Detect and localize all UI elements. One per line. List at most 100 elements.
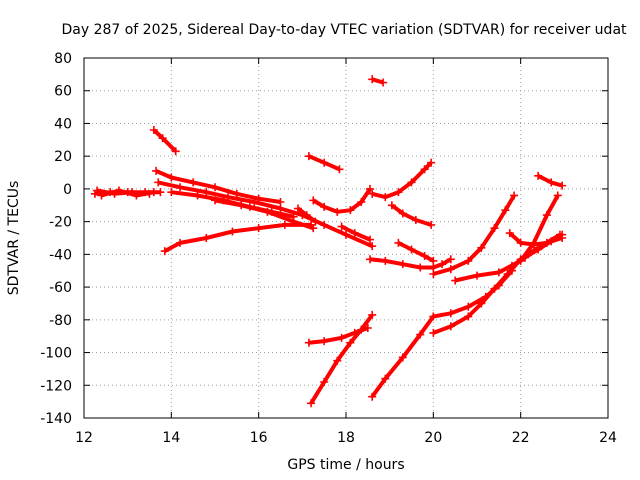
- track-line: [309, 313, 374, 405]
- data-point: [320, 158, 329, 167]
- data-point: [534, 171, 543, 180]
- series-track: [293, 204, 320, 226]
- data-point: [446, 265, 455, 274]
- data-point: [427, 220, 436, 229]
- x-tick-label: 14: [162, 430, 180, 446]
- series-track: [366, 255, 455, 272]
- data-point: [114, 186, 123, 195]
- data-point: [311, 217, 320, 226]
- data-point: [381, 256, 390, 265]
- data-point: [503, 270, 512, 278]
- x-axis-label: GPS time / hours: [287, 457, 404, 473]
- data-point: [420, 165, 429, 174]
- data-point: [202, 188, 211, 197]
- data-point: [228, 227, 237, 236]
- data-point: [446, 255, 455, 264]
- data-point: [542, 238, 551, 247]
- track-line: [312, 187, 372, 214]
- data-point: [193, 191, 202, 200]
- data-point: [368, 75, 377, 84]
- series-track: [149, 126, 180, 156]
- data-point: [335, 165, 344, 174]
- data-point: [152, 166, 161, 175]
- data-point: [464, 256, 473, 265]
- data-point: [366, 255, 375, 264]
- data-point: [553, 191, 562, 200]
- data-point: [333, 356, 342, 365]
- data-point: [309, 196, 318, 205]
- data-point: [232, 189, 241, 198]
- data-point: [366, 184, 375, 193]
- data-point: [263, 207, 272, 216]
- data-point: [154, 178, 163, 187]
- data-point: [510, 191, 519, 200]
- data-point: [398, 353, 407, 362]
- series-track: [534, 171, 567, 190]
- data-point: [333, 207, 342, 216]
- data-point: [307, 399, 316, 408]
- data-point: [429, 328, 438, 337]
- track-line: [537, 174, 563, 188]
- y-tick-label: 60: [54, 84, 72, 100]
- data-point: [427, 158, 436, 167]
- data-point: [132, 191, 141, 200]
- data-point: [429, 312, 438, 321]
- data-point: [366, 235, 375, 244]
- grid-lines: [84, 58, 608, 418]
- data-point: [304, 152, 313, 161]
- data-point: [309, 224, 318, 233]
- data-point: [342, 230, 350, 239]
- data-point: [211, 183, 219, 192]
- data-point: [438, 260, 447, 269]
- data-point: [254, 224, 263, 233]
- data-point: [368, 392, 377, 401]
- series-track: [505, 229, 567, 249]
- track-line: [152, 128, 178, 153]
- data-point: [176, 183, 185, 192]
- y-tick-label: -140: [40, 411, 72, 427]
- data-point: [394, 238, 403, 247]
- data-point: [289, 217, 298, 226]
- data-point: [521, 253, 530, 262]
- x-tick-label: 22: [512, 430, 530, 446]
- data-point: [477, 243, 486, 252]
- y-tick-label: -60: [49, 280, 72, 296]
- data-point: [368, 310, 377, 319]
- data-point: [381, 193, 390, 202]
- x-tick-label: 20: [424, 430, 442, 446]
- data-point: [379, 78, 388, 87]
- data-point: [350, 229, 359, 238]
- data-point: [542, 211, 551, 220]
- data-point: [398, 260, 407, 269]
- series-track: [154, 178, 377, 251]
- data-point: [464, 312, 473, 321]
- x-tick-label: 12: [75, 430, 93, 446]
- data-point: [420, 252, 429, 260]
- track-line: [370, 269, 514, 398]
- y-tick-label: 20: [54, 149, 72, 165]
- y-tick-label: -120: [40, 378, 72, 394]
- data-point: [357, 198, 366, 206]
- chart-title: Day 287 of 2025, Sidereal Day-to-day VTE…: [61, 22, 627, 38]
- data-point: [250, 198, 259, 206]
- data-point: [558, 234, 567, 242]
- track-line: [163, 222, 312, 253]
- series-track: [387, 201, 436, 229]
- data-point: [446, 309, 455, 318]
- data-point: [368, 242, 377, 251]
- y-tick-label: -100: [40, 346, 72, 362]
- series-track: [304, 152, 344, 174]
- data-point: [416, 263, 425, 272]
- data-point: [416, 330, 425, 339]
- data-point: [429, 270, 438, 278]
- x-tick-label: 16: [250, 430, 268, 446]
- data-point: [149, 126, 158, 134]
- y-tick-label: -80: [49, 313, 72, 329]
- data-point: [211, 196, 219, 205]
- data-point: [387, 201, 396, 210]
- track-line: [390, 203, 432, 227]
- data-point: [411, 216, 420, 224]
- data-point: [446, 322, 455, 331]
- axis-ticks: 12 14 16 18 20 22 24 -140 -120 -100 -80 -60 -40 -20 0 2…: [40, 51, 617, 446]
